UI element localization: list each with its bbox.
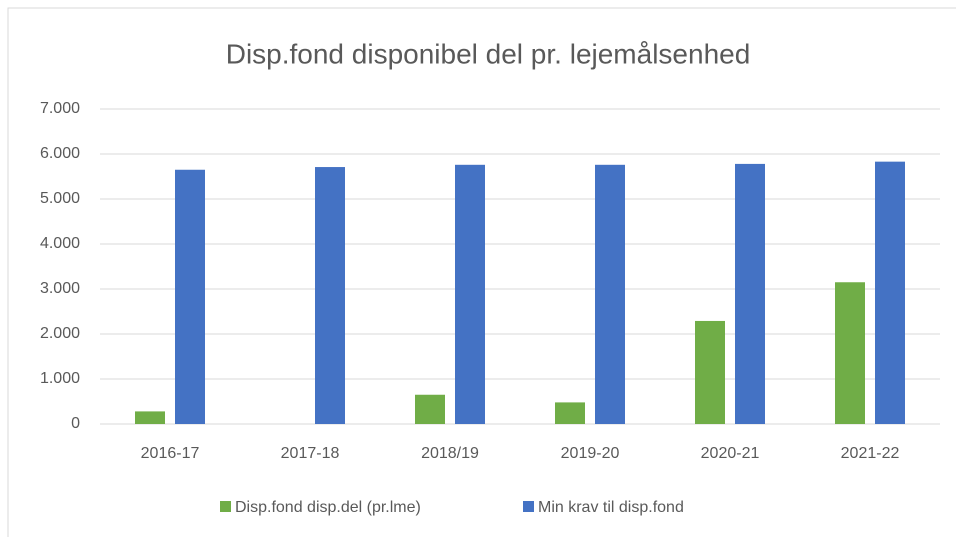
x-tick-label: 2021-22 — [841, 445, 900, 462]
x-tick-label: 2018/19 — [421, 445, 479, 462]
bar — [315, 167, 345, 425]
bar — [455, 164, 485, 425]
bar — [695, 320, 725, 424]
x-tick-label: 2019-20 — [561, 445, 620, 462]
y-tick-label: 1.000 — [40, 370, 80, 387]
y-tick-label: 6.000 — [40, 145, 80, 162]
bar — [175, 169, 205, 424]
chart-title: Disp.fond disponibel del pr. lejemålsenh… — [226, 38, 751, 69]
x-tick-label: 2017-18 — [281, 445, 340, 462]
bar — [735, 163, 765, 424]
chart-border — [7, 7, 956, 537]
y-tick-label: 2.000 — [40, 325, 80, 342]
y-tick-label: 7.000 — [40, 100, 80, 117]
y-tick-label: 3.000 — [40, 280, 80, 297]
bar — [875, 161, 905, 424]
bar — [135, 411, 165, 424]
legend-label: Disp.fond disp.del (pr.lme) — [235, 499, 421, 516]
legend-swatch — [523, 501, 534, 512]
x-tick-label: 2020-21 — [701, 445, 760, 462]
legend-label: Min krav til disp.fond — [538, 499, 684, 516]
bar — [415, 394, 445, 424]
x-tick-label: 2016-17 — [141, 445, 200, 462]
legend-swatch — [220, 501, 231, 512]
bar — [555, 402, 585, 424]
y-tick-label: 4.000 — [40, 235, 80, 252]
y-tick-label: 5.000 — [40, 190, 80, 207]
bar — [595, 164, 625, 425]
y-tick-label: 0 — [71, 415, 80, 432]
bar — [835, 282, 865, 424]
